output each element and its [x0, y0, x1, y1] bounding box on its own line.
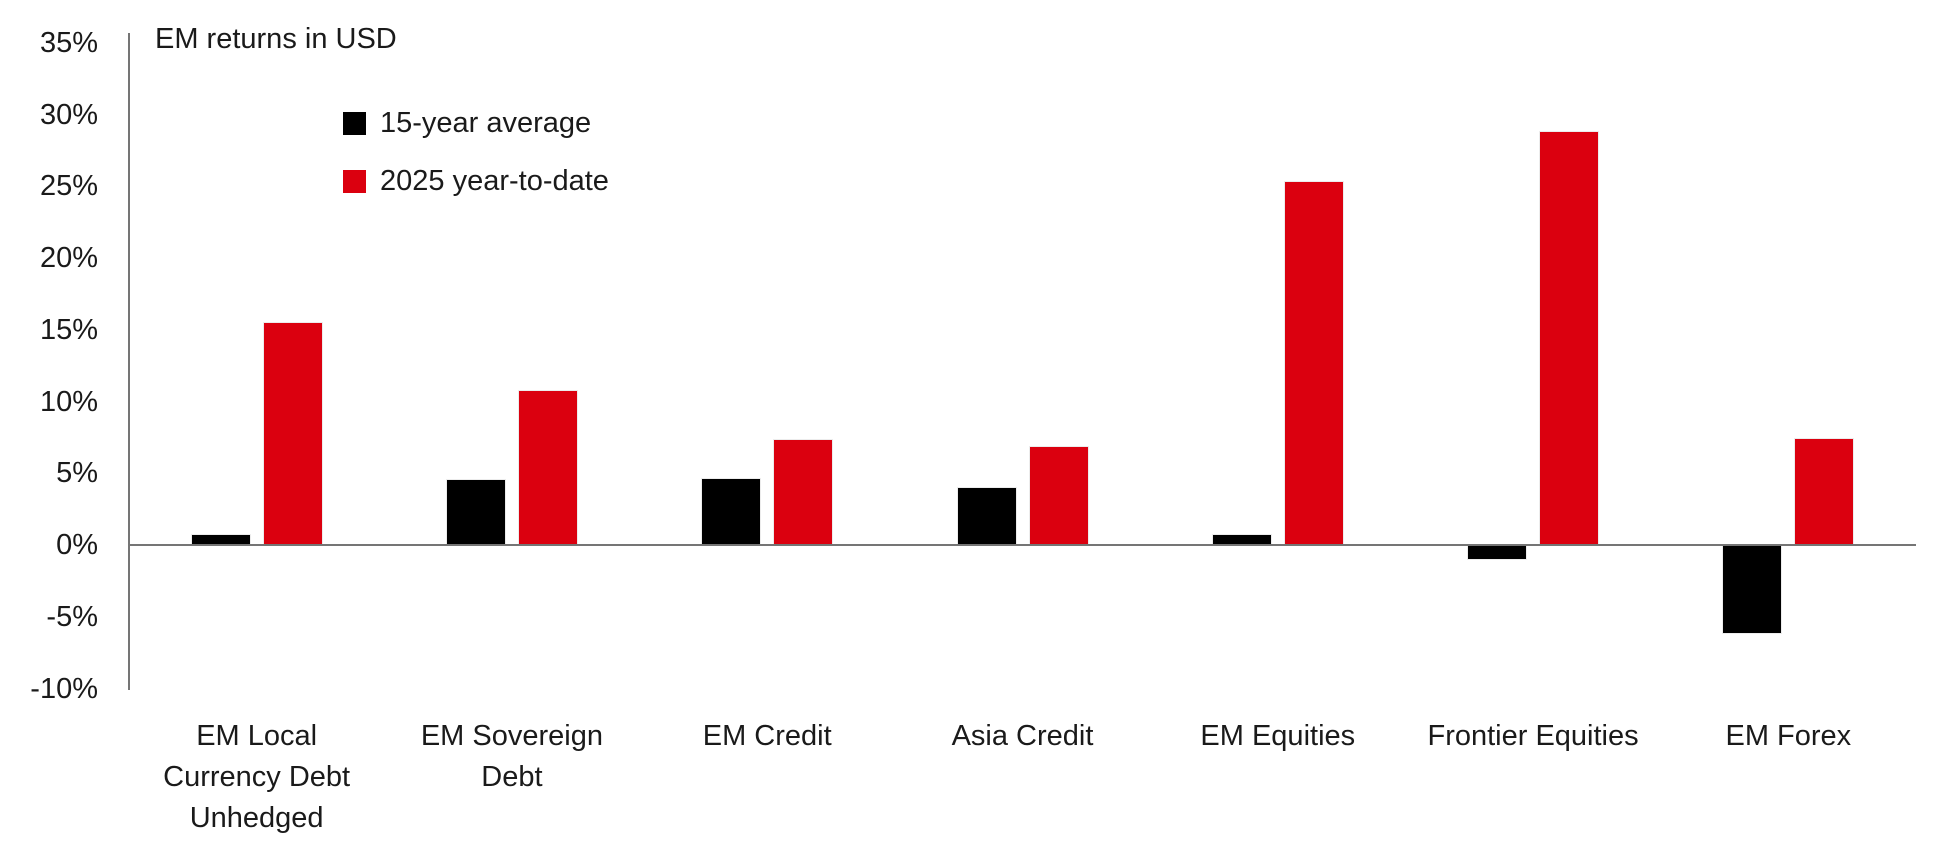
y-axis-tick-label-35: 35%: [39, 26, 98, 59]
y-axis-tick-label-10: -10%: [30, 672, 98, 705]
bar-15-year-average-em-forex: [1723, 545, 1782, 633]
legend-label: 2025 year-to-date: [380, 165, 609, 197]
x-axis-label-line: Debt: [481, 761, 543, 793]
bar-2025-year-to-date-em-equities: [1284, 181, 1343, 545]
x-axis-label-line: Currency Debt: [163, 761, 351, 793]
bar-15-year-average-em-sovereign-debt: [446, 480, 505, 545]
chart-title: EM returns in USD: [155, 23, 397, 55]
x-axis-label-line: Unhedged: [189, 802, 324, 834]
bar-15-year-average-em-local-currency-debt-unhedged: [191, 534, 250, 545]
x-axis-label-em-credit: EM Credit: [627, 716, 907, 757]
x-axis-label-line: EM Equities: [1200, 720, 1356, 752]
bar-2025-year-to-date-frontier-equities: [1540, 131, 1599, 545]
bar-15-year-average-em-credit: [702, 478, 761, 545]
x-axis-zero-line: [129, 544, 1916, 546]
x-axis-label-line: EM Local: [196, 720, 318, 752]
y-axis-tick-label-5: -5%: [46, 600, 98, 633]
bar-15-year-average-asia-credit: [957, 487, 1016, 545]
x-axis-label-line: Frontier Equities: [1427, 720, 1639, 752]
x-axis-label-line: EM Credit: [702, 720, 832, 752]
x-axis-label-asia-credit: Asia Credit: [883, 716, 1163, 757]
x-axis-label-line: Asia Credit: [951, 720, 1094, 752]
bar-2025-year-to-date-asia-credit: [1029, 447, 1088, 545]
x-axis-label-em-sovereign-debt: EM Sovereign Debt: [372, 716, 652, 798]
y-axis-line: [128, 33, 130, 690]
x-axis-label-em-equities: EM Equities: [1138, 716, 1418, 757]
y-axis-tick-label-25: 25%: [39, 170, 98, 203]
x-axis-label-frontier-equities: Frontier Equities: [1393, 716, 1673, 757]
bar-2025-year-to-date-em-local-currency-debt-unhedged: [263, 322, 322, 545]
x-axis-label-line: EM Sovereign: [420, 720, 603, 752]
bar-15-year-average-em-equities: [1212, 534, 1271, 545]
bar-15-year-average-frontier-equities: [1468, 545, 1527, 560]
legend-item-2025-year-to-date: 2025 year-to-date: [343, 161, 609, 201]
bar-2025-year-to-date-em-credit: [774, 440, 833, 545]
x-axis-label-em-local-currency-debt-unhedged: EM Local Currency Debt Unhedged: [117, 716, 397, 839]
bar-2025-year-to-date-em-forex: [1795, 438, 1854, 545]
x-axis-label-em-forex: EM Forex: [1648, 716, 1928, 757]
legend-item-15-year-average: 15-year average: [343, 103, 609, 143]
y-axis-tick-label-15: 15%: [39, 313, 98, 346]
y-axis-tick-label-10: 10%: [39, 385, 98, 418]
y-axis-tick-label-5: 5%: [56, 457, 98, 490]
y-axis-tick-label-0: 0%: [56, 529, 98, 561]
y-axis-tick-label-30: 30%: [39, 98, 98, 131]
legend-swatch-icon-15-year-average: [343, 111, 366, 135]
x-axis-label-line: EM Forex: [1725, 720, 1852, 752]
bar-2025-year-to-date-em-sovereign-debt: [518, 391, 577, 545]
y-axis-tick-label-20: 20%: [39, 242, 98, 274]
legend: 15-year average 2025 year-to-date: [343, 103, 609, 219]
legend-swatch-icon-2025-year-to-date: [343, 169, 366, 193]
legend-label: 15-year average: [380, 107, 592, 139]
